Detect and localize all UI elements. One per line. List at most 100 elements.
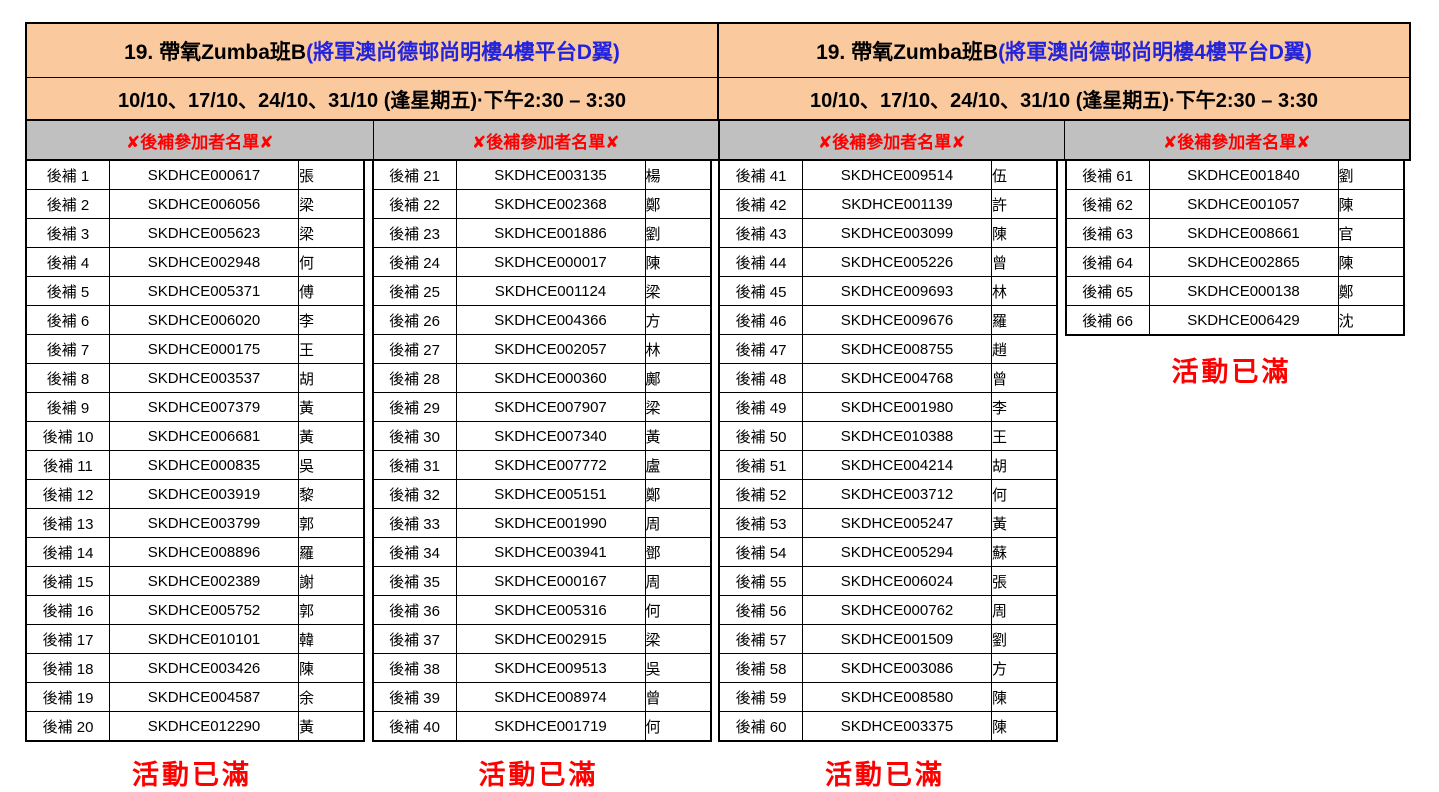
waitlist-rank-cell: 後補 30 (372, 421, 457, 451)
table-row: 後補 1 SKDHCE000617 張 (25, 161, 365, 190)
table-row: 後補 65 SKDHCE000138 鄭 (1065, 276, 1404, 306)
class-title-right: 19. 帶氧Zumba班B (將軍澳尚德邨尚明樓4樓平台D翼) (717, 24, 1409, 77)
surname-cell: 官 (1337, 218, 1404, 248)
waitlist-rank-cell: 後補 42 (718, 189, 803, 219)
surname-cell: 鄭 (644, 479, 711, 509)
table-row: 後補 16 SKDHCE005752 郭 (25, 595, 365, 625)
member-code-cell: SKDHCE003941 (455, 537, 646, 567)
activity-full-note: 活動已滿 (1171, 357, 1292, 387)
waitlist-rank-cell: 後補 2 (25, 189, 110, 219)
surname-cell: 陳 (298, 653, 365, 683)
schedule-right: 10/10、17/10、24/10、31/10 (逢星期五)·下午2:30 – … (717, 78, 1409, 119)
surname-cell: 吳 (644, 653, 711, 683)
waitlist-banner-4: ✘後補參加者名單✘ (1063, 121, 1410, 159)
table-row: 後補 30 SKDHCE007340 黃 (372, 421, 711, 451)
table-row: 後補 44 SKDHCE005226 曾 (718, 247, 1058, 277)
member-code-cell: SKDHCE006429 (1148, 305, 1339, 336)
waitlist-rank-cell: 後補 26 (372, 305, 457, 335)
member-code-cell: SKDHCE009693 (802, 276, 992, 306)
member-code-cell: SKDHCE000167 (455, 566, 646, 596)
surname-cell: 方 (644, 305, 711, 335)
surname-cell: 趙 (991, 334, 1058, 364)
table-row: 後補 12 SKDHCE003919 黎 (25, 479, 365, 509)
waitlist-rank-cell: 後補 22 (372, 189, 457, 219)
surname-cell: 梁 (644, 392, 711, 422)
member-code-cell: SKDHCE005226 (802, 247, 992, 277)
table-row: 後補 15 SKDHCE002389 謝 (25, 566, 365, 596)
member-code-cell: SKDHCE012290 (109, 711, 299, 742)
table-row: 後補 33 SKDHCE001990 周 (372, 508, 711, 538)
surname-cell: 何 (644, 711, 711, 742)
surname-cell: 謝 (298, 566, 365, 596)
surname-cell: 陳 (991, 218, 1058, 248)
waitlist-rank-cell: 後補 63 (1065, 218, 1150, 248)
waitlist-rank-cell: 後補 13 (25, 508, 110, 538)
surname-cell: 黎 (298, 479, 365, 509)
member-code-cell: SKDHCE000617 (109, 161, 299, 190)
waitlist-rank-cell: 後補 53 (718, 508, 803, 538)
waitlist-banner-row: ✘後補參加者名單✘ ✘後補參加者名單✘ ✘後補參加者名單✘ ✘後補參加者名單✘ (27, 119, 1409, 159)
surname-cell: 周 (644, 508, 711, 538)
table-row: 後補 13 SKDHCE003799 郭 (25, 508, 365, 538)
waitlist-banner-2: ✘後補參加者名單✘ (372, 121, 719, 159)
surname-cell: 陳 (1337, 189, 1404, 219)
surname-cell: 劉 (644, 218, 711, 248)
member-code-cell: SKDHCE002948 (109, 247, 299, 277)
waitlist-rank-cell: 後補 55 (718, 566, 803, 596)
waitlist-rank-cell: 後補 1 (25, 161, 110, 190)
member-code-cell: SKDHCE001057 (1148, 189, 1339, 219)
waitlist-rank-cell: 後補 40 (372, 711, 457, 742)
table-row: 後補 2 SKDHCE006056 梁 (25, 189, 365, 219)
member-code-cell: SKDHCE007340 (455, 421, 646, 451)
surname-cell: 林 (644, 334, 711, 364)
member-code-cell: SKDHCE001719 (455, 711, 646, 742)
waitlist-rank-cell: 後補 47 (718, 334, 803, 364)
table-row: 後補 39 SKDHCE008974 曾 (372, 682, 711, 712)
member-code-cell: SKDHCE005151 (455, 479, 646, 509)
roster-columns: 後補 1 SKDHCE000617 張後補 2 SKDHCE006056 梁後補 3 SK… (25, 161, 1411, 792)
member-code-cell: SKDHCE003799 (109, 508, 299, 538)
member-code-cell: SKDHCE004768 (802, 363, 992, 393)
activity-full-note: 活動已滿 (132, 760, 252, 790)
surname-cell: 梁 (298, 218, 365, 248)
member-code-cell: SKDHCE002389 (109, 566, 299, 596)
waitlist-rank-cell: 後補 14 (25, 537, 110, 567)
member-code-cell: SKDHCE009676 (802, 305, 992, 335)
title-row: 19. 帶氧Zumba班B (將軍澳尚德邨尚明樓4樓平台D翼) 19. 帶氧Zu… (27, 24, 1409, 77)
waitlist-rank-cell: 後補 16 (25, 595, 110, 625)
table-row: 後補 22 SKDHCE002368 鄭 (372, 189, 711, 219)
surname-cell: 余 (298, 682, 365, 712)
roster-column-4: 後補 61 SKDHCE001840 劉後補 62 SKDHCE001057 陳後補 6… (1064, 161, 1412, 792)
waitlist-rank-cell: 後補 6 (25, 305, 110, 335)
waitlist-rank-cell: 後補 62 (1065, 189, 1150, 219)
member-code-cell: SKDHCE008974 (455, 682, 646, 712)
table-row: 後補 59 SKDHCE008580 陳 (718, 682, 1058, 712)
surname-cell: 周 (991, 595, 1058, 625)
surname-cell: 蘇 (991, 537, 1058, 567)
waitlist-rank-cell: 後補 43 (718, 218, 803, 248)
waitlist-rank-cell: 後補 28 (372, 363, 457, 393)
surname-cell: 林 (991, 276, 1058, 306)
member-code-cell: SKDHCE005371 (109, 276, 299, 306)
member-code-cell: SKDHCE002368 (455, 189, 646, 219)
surname-cell: 梁 (298, 189, 365, 219)
surname-cell: 張 (298, 161, 365, 190)
member-code-cell: SKDHCE001886 (455, 218, 646, 248)
table-row: 後補 55 SKDHCE006024 張 (718, 566, 1058, 596)
member-code-cell: SKDHCE000360 (455, 363, 646, 393)
waitlist-rank-cell: 後補 27 (372, 334, 457, 364)
member-code-cell: SKDHCE000138 (1148, 276, 1339, 306)
waitlist-rank-cell: 後補 19 (25, 682, 110, 712)
waitlist-rank-cell: 後補 41 (718, 161, 803, 190)
waitlist-rank-cell: 後補 4 (25, 247, 110, 277)
waitlist-rank-cell: 後補 17 (25, 624, 110, 654)
surname-cell: 方 (991, 653, 1058, 683)
table-row: 後補 42 SKDHCE001139 許 (718, 189, 1058, 219)
member-code-cell: SKDHCE008896 (109, 537, 299, 567)
schedule-row: 10/10、17/10、24/10、31/10 (逢星期五)·下午2:30 – … (27, 77, 1409, 119)
member-code-cell: SKDHCE002915 (455, 624, 646, 654)
table-row: 後補 57 SKDHCE001509 劉 (718, 624, 1058, 654)
waitlist-rank-cell: 後補 12 (25, 479, 110, 509)
member-code-cell: SKDHCE003426 (109, 653, 299, 683)
member-code-cell: SKDHCE004366 (455, 305, 646, 335)
